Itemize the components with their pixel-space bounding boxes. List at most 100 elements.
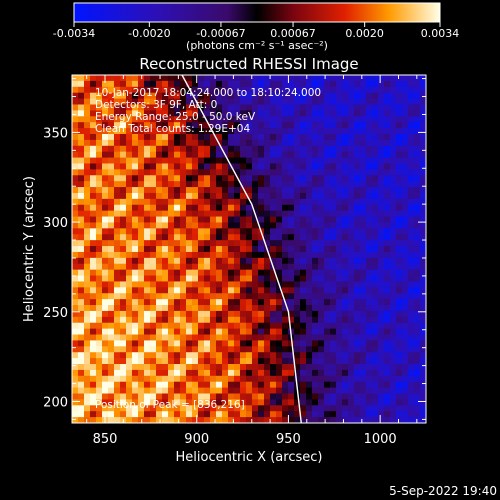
heatmap-pixel: [390, 246, 397, 253]
heatmap-pixel: [198, 275, 205, 282]
heatmap-pixel: [408, 169, 415, 176]
heatmap-pixel: [204, 145, 211, 153]
heatmap-pixel: [168, 210, 175, 217]
heatmap-pixel: [378, 98, 385, 105]
heatmap-pixel: [414, 175, 421, 182]
heatmap-pixel: [288, 80, 295, 88]
heatmap-pixel: [252, 257, 259, 265]
heatmap-pixel: [282, 234, 289, 241]
heatmap-pixel: [306, 381, 313, 389]
heatmap-pixel: [90, 116, 97, 123]
heatmap-pixel: [276, 334, 283, 341]
heatmap-pixel: [360, 175, 367, 182]
heatmap-pixel: [168, 222, 175, 229]
heatmap-pixel: [156, 86, 163, 94]
heatmap-pixel: [336, 104, 343, 111]
heatmap-pixel: [144, 328, 151, 335]
heatmap-pixel: [324, 139, 331, 147]
heatmap-pixel: [222, 316, 229, 324]
heatmap-pixel: [180, 234, 187, 241]
heatmap-pixel: [132, 151, 139, 158]
heatmap-pixel: [300, 104, 307, 111]
heatmap-pixel: [96, 98, 103, 105]
heatmap-pixel: [348, 387, 355, 394]
heatmap-pixel: [234, 228, 241, 235]
heatmap-pixel: [414, 263, 421, 271]
heatmap-pixel: [312, 369, 319, 377]
heatmap-pixel: [306, 204, 313, 212]
heatmap-pixel: [402, 305, 409, 312]
heatmap-pixel: [354, 122, 361, 129]
heatmap-pixel: [150, 352, 157, 359]
heatmap-pixel: [282, 116, 289, 123]
heatmap-pixel: [78, 346, 85, 353]
heatmap-pixel: [258, 122, 265, 129]
heatmap-pixel: [378, 145, 385, 153]
heatmap-pixel: [312, 316, 319, 324]
heatmap-pixel: [90, 122, 97, 129]
heatmap-pixel: [228, 210, 235, 217]
heatmap-pixel: [126, 222, 133, 229]
heatmap-pixel: [78, 411, 85, 418]
heatmap-pixel: [252, 110, 259, 117]
heatmap-pixel: [270, 251, 277, 259]
heatmap-pixel: [174, 417, 181, 423]
heatmap-pixel: [396, 98, 403, 105]
heatmap-pixel: [408, 310, 415, 318]
heatmap-pixel: [270, 364, 277, 371]
heatmap-pixel: [96, 151, 103, 158]
heatmap-pixel: [156, 299, 163, 306]
heatmap-pixel: [306, 246, 313, 253]
heatmap-pixel: [204, 375, 211, 383]
heatmap-pixel: [252, 369, 259, 377]
heatmap-pixel: [366, 287, 373, 294]
heatmap-pixel: [324, 305, 331, 312]
heatmap-pixel: [252, 293, 259, 300]
heatmap-pixel: [264, 346, 271, 353]
heatmap-pixel: [114, 192, 121, 200]
heatmap-pixel: [210, 175, 217, 182]
heatmap-pixel: [420, 104, 426, 111]
heatmap-pixel: [120, 246, 127, 253]
heatmap-pixel: [270, 322, 277, 330]
heatmap-pixel: [84, 133, 91, 141]
heatmap-pixel: [240, 293, 247, 300]
heatmap-pixel: [348, 299, 355, 306]
heatmap-pixel: [342, 381, 349, 389]
heatmap-pixel: [114, 133, 121, 141]
heatmap-pixel: [342, 393, 349, 400]
heatmap-pixel: [378, 387, 385, 394]
heatmap-pixel: [252, 139, 259, 147]
heatmap-pixel: [414, 269, 421, 276]
heatmap-pixel: [360, 92, 367, 99]
heatmap-pixel: [84, 369, 91, 377]
heatmap-pixel: [126, 263, 133, 271]
heatmap-pixel: [246, 151, 253, 158]
heatmap-pixel: [132, 387, 139, 394]
heatmap-pixel: [402, 275, 409, 282]
heatmap-pixel: [354, 369, 361, 377]
heatmap-pixel: [150, 157, 157, 164]
heatmap-pixel: [366, 358, 373, 365]
heatmap-pixel: [342, 216, 349, 223]
heatmap-pixel: [132, 305, 139, 312]
heatmap-pixel: [396, 80, 403, 88]
heatmap-pixel: [174, 393, 181, 400]
heatmap-pixel: [102, 322, 109, 330]
heatmap-pixel: [396, 293, 403, 300]
heatmap-pixel: [384, 198, 391, 206]
heatmap-pixel: [258, 251, 265, 259]
heatmap-pixel: [138, 187, 145, 194]
heatmap-pixel: [282, 411, 289, 418]
heatmap-pixel: [138, 80, 145, 88]
heatmap-pixel: [72, 287, 79, 294]
heatmap-pixel: [414, 169, 421, 176]
heatmap-pixel: [414, 92, 421, 99]
heatmap-pixel: [114, 405, 121, 412]
heatmap-pixel: [84, 328, 91, 335]
heatmap-pixel: [102, 251, 109, 259]
heatmap-pixel: [120, 181, 127, 188]
heatmap-pixel: [162, 352, 169, 359]
heatmap-pixel: [126, 393, 133, 400]
heatmap-pixel: [72, 328, 79, 335]
